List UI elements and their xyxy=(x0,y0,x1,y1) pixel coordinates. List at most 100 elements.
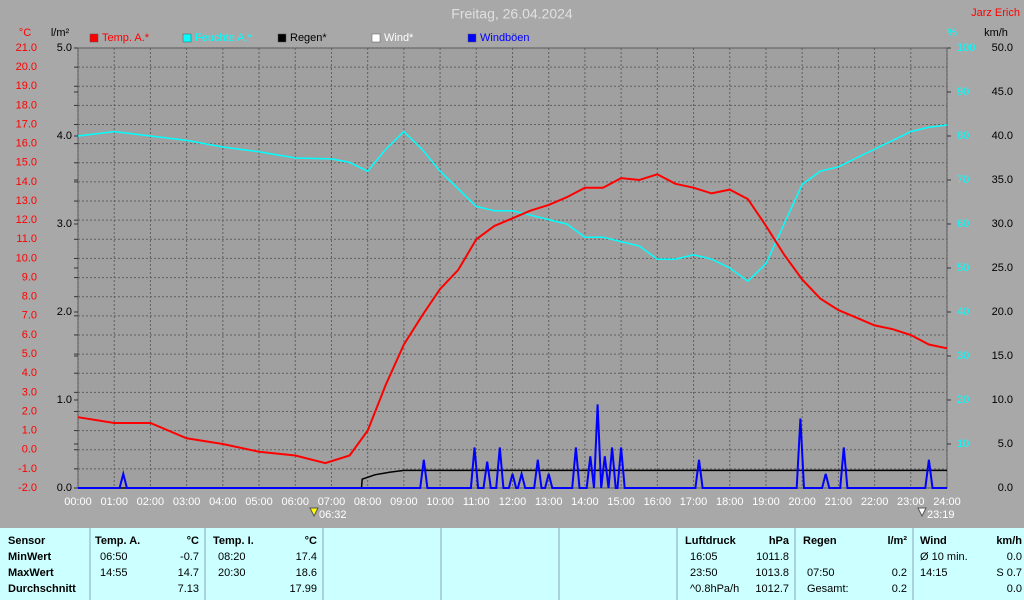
y-tick-label: 6.0 xyxy=(22,329,37,341)
table-time: Gesamt: xyxy=(807,583,849,595)
y-tick-label: -2.0 xyxy=(18,482,37,494)
y3-tick-label: 70 xyxy=(957,174,969,186)
table-unit: hPa xyxy=(769,535,790,547)
y-tick-label: 21.0 xyxy=(16,42,37,54)
author: Jarz Erich xyxy=(971,7,1020,19)
y-tick-label: 9.0 xyxy=(22,271,37,283)
table-value: 1012.7 xyxy=(755,583,789,595)
table-time: 08:20 xyxy=(218,551,246,563)
x-tick-label: 14:00 xyxy=(571,496,599,508)
table-value: 7.13 xyxy=(178,583,199,595)
table-time: ^0.8hPa/h xyxy=(690,583,739,595)
table-unit: km/h xyxy=(996,535,1022,547)
x-tick-label: 16:00 xyxy=(644,496,672,508)
x-tick-label: 00:00 xyxy=(64,496,92,508)
y3-tick-label: 10 xyxy=(957,438,969,450)
y-tick-label: 1.0 xyxy=(22,425,37,437)
y2-tick-label: 1.0 xyxy=(57,394,72,406)
x-tick-label: 10:00 xyxy=(426,496,454,508)
y4-unit: km/h xyxy=(984,27,1008,39)
y-tick-label: 20.0 xyxy=(16,61,37,73)
x-tick-label: 11:00 xyxy=(463,496,490,508)
series-line xyxy=(77,124,948,283)
y4-tick-label: 10.0 xyxy=(992,394,1013,406)
table-unit: l/m² xyxy=(887,535,907,547)
y3-tick-label: 40 xyxy=(957,306,969,318)
x-tick-label: 03:00 xyxy=(173,496,201,508)
y3-tick-label: 60 xyxy=(957,218,969,230)
y-tick-label: 17.0 xyxy=(16,118,37,130)
sunset-icon xyxy=(917,507,927,518)
y4-tick-label: 30.0 xyxy=(992,218,1013,230)
y-unit: °C xyxy=(19,27,31,39)
table-header: Wind xyxy=(920,535,947,547)
y3-tick-label: 80 xyxy=(957,130,969,142)
row-label: MinWert xyxy=(8,551,52,563)
table-header: Luftdruck xyxy=(685,535,737,547)
table-time: 14:55 xyxy=(100,567,128,579)
y4-tick-label: 20.0 xyxy=(992,306,1013,318)
table-bg xyxy=(0,528,1024,600)
x-tick-label: 12:00 xyxy=(499,496,527,508)
y-tick-label: -1.0 xyxy=(18,463,37,475)
x-tick-label: 18:00 xyxy=(716,496,744,508)
chart-title: Freitag, 26.04.2024 xyxy=(451,6,573,22)
y4-tick-label: 45.0 xyxy=(992,86,1013,98)
y4-tick-label: 15.0 xyxy=(992,350,1013,362)
x-tick-label: 08:00 xyxy=(354,496,382,508)
y-tick-label: 11.0 xyxy=(16,233,37,245)
y4-tick-label: 25.0 xyxy=(992,262,1013,274)
y-tick-label: 15.0 xyxy=(16,157,37,169)
x-tick-label: 19:00 xyxy=(752,496,780,508)
sunset-label: 23:19 xyxy=(927,509,955,521)
y-tick-label: 16.0 xyxy=(16,138,37,150)
legend-swatch xyxy=(182,33,192,43)
legend-swatch xyxy=(89,33,99,43)
y3-tick-label: 90 xyxy=(957,86,969,98)
y2-tick-label: 0.0 xyxy=(57,482,72,494)
table-value: 0.2 xyxy=(892,583,907,595)
legend-swatch xyxy=(371,33,381,43)
y3-tick-label: 20 xyxy=(957,394,969,406)
table-unit: °C xyxy=(187,535,199,547)
y-tick-label: 12.0 xyxy=(16,214,37,226)
x-tick-label: 23:00 xyxy=(897,496,925,508)
y3-unit: % xyxy=(947,27,957,39)
x-tick-label: 07:00 xyxy=(318,496,346,508)
y4-tick-label: 50.0 xyxy=(992,42,1013,54)
table-value: 1011.8 xyxy=(756,551,789,563)
y-tick-label: 7.0 xyxy=(22,310,37,322)
y-tick-label: 2.0 xyxy=(22,405,37,417)
series-line xyxy=(77,173,948,465)
table-value: 18.6 xyxy=(296,567,317,579)
legend-label: Windböen xyxy=(480,32,530,44)
table-value: -0.7 xyxy=(180,551,199,563)
table-header: Temp. I. xyxy=(213,535,254,547)
table-value: 0.0 xyxy=(1007,583,1022,595)
y-tick-label: 8.0 xyxy=(22,291,37,303)
table-time: Ø 10 min. xyxy=(920,551,968,563)
y2-tick-label: 3.0 xyxy=(57,218,72,230)
table-header: Temp. A. xyxy=(95,535,140,547)
x-tick-label: 05:00 xyxy=(245,496,273,508)
x-tick-label: 02:00 xyxy=(137,496,165,508)
x-tick-label: 13:00 xyxy=(535,496,563,508)
x-tick-label: 22:00 xyxy=(861,496,889,508)
x-tick-label: 20:00 xyxy=(788,496,816,508)
x-tick-label: 09:00 xyxy=(390,496,418,508)
table-header: Regen xyxy=(803,535,837,547)
table-header: Sensor xyxy=(8,535,46,547)
y2-tick-label: 2.0 xyxy=(57,306,72,318)
y-tick-label: 19.0 xyxy=(16,80,37,92)
x-tick-label: 01:00 xyxy=(100,496,128,508)
legend-swatch xyxy=(277,33,287,43)
table-time: 23:50 xyxy=(690,567,718,579)
y-tick-label: 10.0 xyxy=(16,252,37,264)
table-time: 14:15 xyxy=(920,567,948,579)
y-tick-label: 14.0 xyxy=(16,176,37,188)
series-line xyxy=(78,404,947,489)
sunrise-label: 06:32 xyxy=(319,509,347,521)
legend-label: Feuchte A.* xyxy=(195,32,253,44)
table-value: 0.2 xyxy=(892,567,907,579)
